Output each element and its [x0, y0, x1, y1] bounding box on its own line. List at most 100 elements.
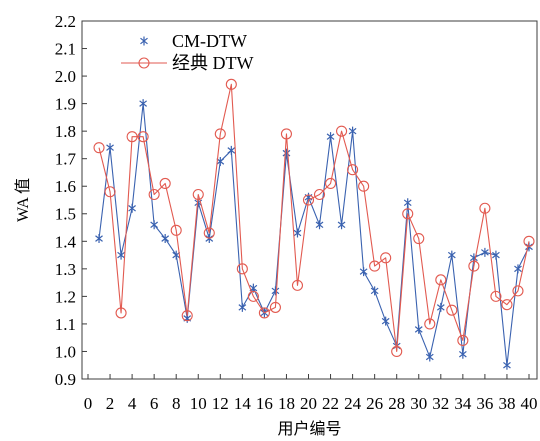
- y-tick-label: 1.5: [55, 205, 76, 224]
- y-tick-label: 1.0: [55, 342, 76, 361]
- classic-dtw-line: [98, 83, 530, 353]
- classic-dtw-point: [446, 304, 458, 316]
- x-tick-label: 36: [476, 394, 493, 413]
- x-tick-label: 14: [234, 394, 252, 413]
- legend: CM-DTW 经典 DTW: [121, 31, 253, 73]
- y-tick-label: 1.1: [55, 315, 76, 334]
- classic-dtw-point: [126, 131, 138, 143]
- classic-dtw-point: [148, 188, 160, 201]
- x-tick-label: 4: [128, 394, 137, 413]
- cm-dtw-point: [458, 349, 467, 359]
- x-tick-label: 8: [172, 394, 181, 413]
- classic-dtw-point: [247, 290, 259, 302]
- x-tick-label: 18: [278, 394, 295, 413]
- cm-dtw-point: [106, 143, 114, 153]
- classic-dtw-point: [324, 177, 337, 190]
- y-axis-label: WA 值: [14, 178, 32, 222]
- classic-dtw-point: [181, 310, 193, 322]
- x-axis-label: 用户编号: [277, 420, 341, 438]
- cm-dtw-point: [227, 145, 236, 155]
- cm-dtw-point: [172, 250, 181, 260]
- cm-dtw-point: [425, 352, 434, 362]
- cm-dtw-point: [370, 286, 379, 296]
- x-tick-label: 2: [106, 394, 115, 413]
- cm-dtw-point: [436, 302, 445, 312]
- y-tick-label: 2.1: [55, 39, 76, 58]
- classic-dtw-point: [214, 128, 226, 140]
- classic-dtw-point: [115, 307, 127, 319]
- cm-dtw-point: [315, 220, 324, 230]
- cm-dtw-point: [481, 247, 489, 257]
- y-tick-label: 2.0: [55, 67, 76, 86]
- cm-dtw-point: [128, 203, 136, 213]
- classic-dtw-point: [225, 78, 237, 90]
- cm-dtw-point: [238, 302, 247, 312]
- x-tick-label: 16: [256, 394, 273, 413]
- cm-dtw-point: [150, 220, 159, 230]
- classic-dtw-point: [269, 301, 281, 313]
- classic-dtw-point: [236, 263, 248, 275]
- cm-dtw-point: [117, 250, 125, 260]
- classic-dtw-point: [258, 307, 270, 319]
- classic-dtw-point: [402, 208, 414, 220]
- cm-dtw-point: [139, 99, 148, 109]
- classic-dtw-point: [512, 285, 524, 297]
- cm-dtw-point: [514, 264, 522, 274]
- cm-dtw-point: [337, 220, 346, 230]
- classic-dtw-point: [468, 260, 480, 272]
- cm-dtw-line: [98, 103, 530, 366]
- classic-dtw-point: [159, 177, 171, 190]
- y-tick-label: 1.3: [55, 260, 76, 279]
- y-tick-label: 2.2: [55, 12, 76, 31]
- classic-dtw-point: [435, 274, 447, 286]
- classic-dtw-point: [93, 142, 105, 154]
- cm-dtw-point: [414, 324, 423, 334]
- series-layer: [93, 78, 535, 370]
- classic-dtw-point: [313, 188, 326, 201]
- cm-dtw-point: [492, 250, 500, 260]
- x-tick-label: 12: [212, 394, 229, 413]
- cm-dtw-point: [503, 360, 511, 370]
- cm-dtw-series: [95, 99, 533, 370]
- classic-dtw-point: [501, 299, 513, 311]
- legend-cm-dtw-marker: [140, 36, 148, 46]
- x-tick-label: 0: [84, 394, 93, 413]
- x-tick-label: 22: [322, 394, 339, 413]
- x-tick-label: 20: [300, 394, 317, 413]
- x-tick-label: 6: [150, 394, 159, 413]
- classic-dtw-point: [291, 279, 304, 291]
- classic-dtw-point: [137, 131, 149, 143]
- y-tick-label: 1.7: [55, 150, 77, 169]
- cm-dtw-point: [293, 228, 302, 238]
- classic-dtw-point: [192, 188, 204, 201]
- x-tick-label: 10: [190, 394, 207, 413]
- classic-dtw-point: [302, 194, 315, 206]
- classic-dtw-point: [336, 125, 348, 137]
- legend-classic-dtw-marker: [138, 57, 150, 69]
- cm-dtw-point: [161, 234, 170, 244]
- x-tick-label: 40: [521, 394, 538, 413]
- y-tick-label: 1.6: [55, 177, 76, 196]
- x-tick-label: 24: [344, 394, 362, 413]
- x-tick-label: 30: [410, 394, 427, 413]
- classic-dtw-point: [490, 290, 502, 302]
- classic-dtw-point: [280, 128, 293, 140]
- cm-dtw-point: [271, 286, 280, 296]
- x-tick-label: 34: [454, 394, 472, 413]
- cm-dtw-point: [282, 148, 291, 158]
- legend-classic-dtw-label: 经典 DTW: [172, 53, 253, 73]
- classic-dtw-point: [413, 233, 425, 245]
- cm-dtw-point: [326, 132, 335, 142]
- cm-dtw-point: [403, 198, 412, 208]
- classic-dtw-point: [380, 252, 392, 264]
- y-tick-label: 0.9: [55, 370, 76, 389]
- cm-dtw-point: [359, 267, 368, 277]
- y-tick-label: 1.4: [55, 232, 77, 251]
- classic-dtw-point: [369, 260, 381, 272]
- x-tick-label: 26: [366, 394, 383, 413]
- classic-dtw-point: [523, 235, 535, 247]
- legend-cm-dtw-label: CM-DTW: [172, 31, 247, 51]
- classic-dtw-point: [424, 318, 436, 330]
- y-axis: 0.9 1.0 1.1 1.2 1.3 1.4 1.5 1.6 1.7 1.8 1.9 2.0 2.1 2…: [55, 12, 87, 389]
